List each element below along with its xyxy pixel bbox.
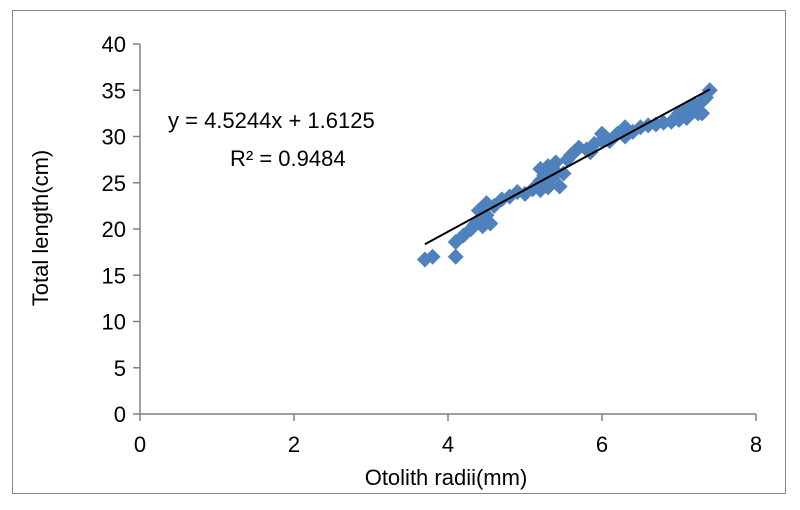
trendline-group [424, 88, 711, 246]
data-point [694, 105, 711, 122]
data-points [416, 82, 718, 268]
y-tick-label: 40 [102, 32, 126, 57]
y-tick-label: 30 [102, 125, 126, 150]
data-point [547, 154, 564, 171]
data-point [482, 215, 499, 232]
data-point [551, 178, 568, 195]
x-tick-label: 6 [596, 432, 608, 457]
tick-labels: 0 5 10 15 20 25 30 35 40 0 2 4 6 8 [102, 32, 763, 457]
x-axis-label: Otolith radii(mm) [365, 465, 528, 490]
data-point [555, 165, 572, 182]
y-tick-label: 5 [114, 356, 126, 381]
x-tick-label: 0 [134, 432, 146, 457]
axes [133, 43, 757, 421]
y-axis-label: Total length(cm) [28, 150, 53, 307]
r-squared-label: R² = 0.9484 [230, 146, 346, 171]
data-point [424, 248, 441, 265]
x-tick-label: 2 [288, 432, 300, 457]
x-tick-label: 8 [750, 432, 762, 457]
equation-label: y = 4.5244x + 1.6125 [168, 108, 375, 133]
trendline [424, 88, 711, 246]
y-tick-label: 0 [114, 402, 126, 427]
y-tick-label: 15 [102, 263, 126, 288]
y-tick-label: 35 [102, 78, 126, 103]
x-tick-label: 4 [442, 432, 454, 457]
y-tick-label: 10 [102, 310, 126, 335]
y-tick-label: 25 [102, 171, 126, 196]
y-tick-label: 20 [102, 217, 126, 242]
data-point [447, 248, 464, 265]
